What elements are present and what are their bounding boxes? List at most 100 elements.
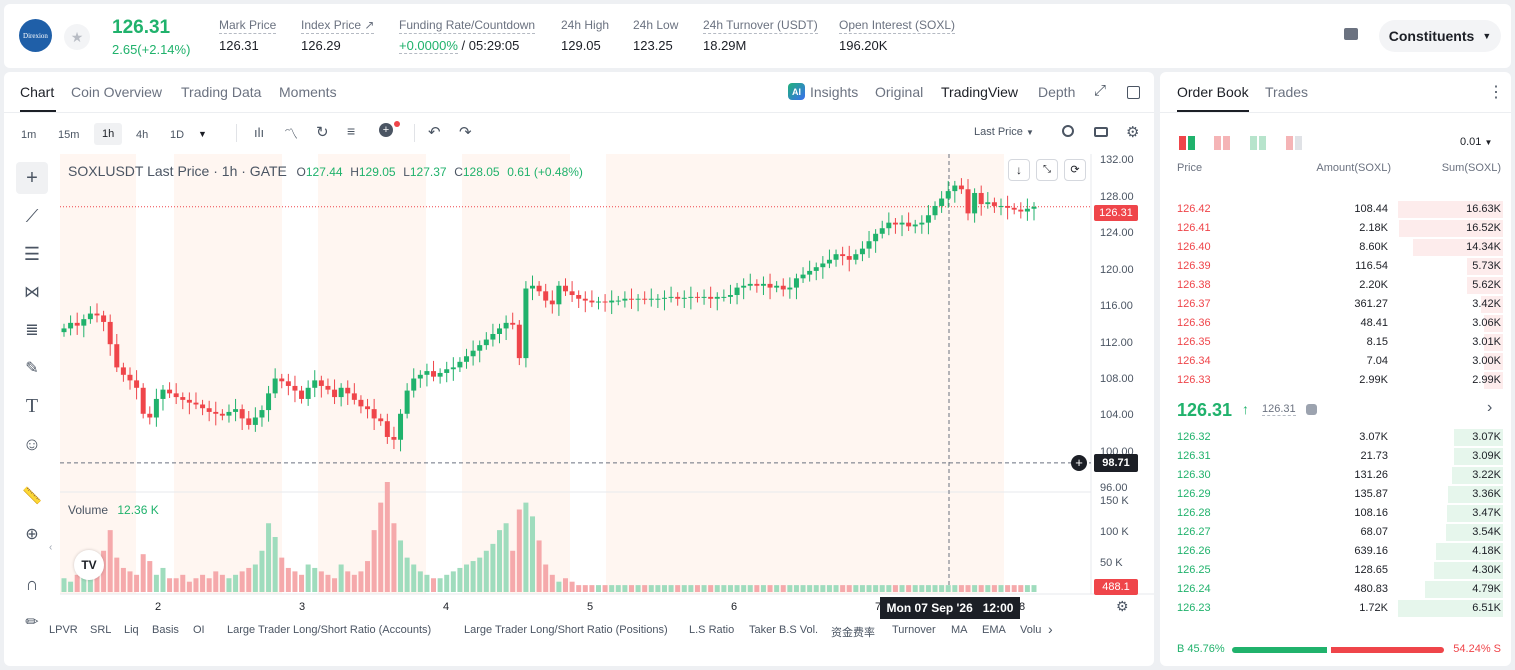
timezone-settings-icon[interactable]: ⚙ (1116, 598, 1129, 614)
indicator-liq[interactable]: Liq (124, 624, 139, 636)
pattern-tool-icon[interactable]: ⋈ (24, 284, 40, 301)
bid-row[interactable]: 126.32 3.07K 3.07K (1160, 428, 1511, 447)
indicator-basis[interactable]: Basis (152, 624, 179, 636)
magnet-tool-icon[interactable]: ∩ (25, 573, 39, 594)
depth-bar (1399, 220, 1503, 237)
candle-body (68, 322, 74, 329)
indicators-next-icon[interactable]: › (1048, 621, 1053, 637)
indicator-lpvr[interactable]: LPVR (49, 624, 78, 636)
interval-caret-icon[interactable]: ▼ (198, 129, 207, 139)
bid-row[interactable]: 126.28 108.16 3.47K (1160, 504, 1511, 523)
reset-view-icon[interactable]: ⟳ (1064, 159, 1086, 181)
ask-row[interactable]: 126.33 2.99K 2.99K (1160, 371, 1511, 390)
tab-order-book[interactable]: Order Book (1177, 84, 1249, 100)
indicator-srl[interactable]: SRL (90, 624, 112, 636)
indicator-turnover[interactable]: Turnover (892, 624, 936, 636)
indicator-ls-ratio[interactable]: L.S Ratio (689, 624, 735, 636)
ask-row[interactable]: 126.35 8.15 3.01K (1160, 333, 1511, 352)
indicator-taker-vol[interactable]: Taker B.S Vol. (749, 624, 819, 636)
interval-1m[interactable]: 1m (21, 129, 37, 141)
tab-trades[interactable]: Trades (1265, 84, 1309, 100)
candle-body (853, 254, 859, 260)
interval-15m[interactable]: 15m (58, 129, 80, 141)
ask-row[interactable]: 126.42 108.44 16.63K (1160, 200, 1511, 219)
text-tool-icon[interactable]: T (25, 394, 39, 417)
mid-price[interactable]: 126.31 (1177, 400, 1233, 420)
view-both-icon[interactable] (1179, 136, 1195, 150)
more-options-icon[interactable]: ⋮ (1488, 84, 1504, 101)
ask-row[interactable]: 126.38 2.20K 5.62K (1160, 276, 1511, 295)
collapse-icon[interactable]: ⤡ (1036, 159, 1058, 181)
ask-row[interactable]: 126.34 7.04 3.00K (1160, 352, 1511, 371)
tab-chart[interactable]: Chart (20, 84, 55, 100)
alert-add-icon[interactable]: + (379, 123, 393, 137)
indicators-icon[interactable]: 〽 (284, 126, 298, 142)
ask-row[interactable]: 126.37 361.27 3.42K (1160, 295, 1511, 314)
indicator-ema[interactable]: EMA (982, 624, 1006, 636)
ask-row[interactable]: 126.41 2.18K 16.52K (1160, 219, 1511, 238)
ruler-tool-icon[interactable]: 📏 (22, 488, 42, 505)
scroll-down-icon[interactable]: ↓ (1008, 159, 1030, 181)
emoji-tool-icon[interactable]: ☺ (22, 433, 42, 454)
fullscreen-icon[interactable]: ⤢ (1094, 82, 1107, 99)
undo-icon[interactable]: ↶ (428, 124, 441, 141)
indicator-ls-positions[interactable]: Large Trader Long/Short Ratio (Positions… (464, 624, 668, 636)
camera-icon[interactable] (1094, 127, 1108, 137)
window-icon[interactable] (1127, 86, 1140, 99)
view-insights[interactable]: Insights (810, 84, 859, 100)
indicator-oi[interactable]: OI (193, 624, 205, 636)
templates-icon[interactable]: ≡ (347, 123, 356, 139)
constituents-button[interactable]: Constituents ▼ (1379, 20, 1501, 52)
tab-moments[interactable]: Moments (279, 84, 337, 100)
search-icon[interactable] (1062, 125, 1074, 137)
tab-trading-data[interactable]: Trading Data (181, 84, 262, 100)
favorite-star-icon[interactable]: ★ (64, 24, 90, 50)
bid-row[interactable]: 126.31 21.73 3.09K (1160, 447, 1511, 466)
pencil-tool-icon[interactable]: ✏ (25, 614, 39, 631)
indicator-ls-accounts[interactable]: Large Trader Long/Short Ratio (Accounts) (227, 624, 432, 636)
indicator-ma[interactable]: MA (951, 624, 968, 636)
candle-type-icon[interactable]: ılı (254, 125, 265, 140)
bid-row[interactable]: 126.29 135.87 3.36K (1160, 485, 1511, 504)
ask-row[interactable]: 126.36 48.41 3.06K (1160, 314, 1511, 333)
bid-row[interactable]: 126.30 131.26 3.22K (1160, 466, 1511, 485)
interval-1d[interactable]: 1D (170, 129, 185, 141)
stat-index-price[interactable]: Index Price ↗ 126.29 (301, 18, 375, 53)
interval-4h[interactable]: 4h (136, 129, 149, 141)
indicator-funding-rate[interactable]: 资金费率 (831, 627, 875, 639)
ai-insights-icon[interactable]: AI (788, 83, 805, 100)
tab-coin-overview[interactable]: Coin Overview (71, 84, 163, 100)
price-chart[interactable] (4, 72, 1154, 666)
view-split-icon[interactable] (1286, 136, 1302, 150)
view-tradingview[interactable]: TradingView (941, 84, 1019, 100)
compare-icon[interactable]: ↻ (316, 124, 329, 141)
bid-row[interactable]: 126.26 639.16 4.18K (1160, 542, 1511, 561)
crosshair-add-icon[interactable]: + (1071, 455, 1087, 471)
trendline-tool-icon[interactable]: ⟋ (25, 205, 39, 226)
view-asks-icon[interactable] (1214, 136, 1230, 150)
zoom-tool-icon[interactable]: ⊕ (25, 526, 39, 543)
brush-tool-icon[interactable]: ✎ (25, 360, 39, 377)
view-bids-icon[interactable] (1250, 136, 1266, 150)
interval-1h[interactable]: 1h (94, 123, 123, 145)
view-depth[interactable]: Depth (1038, 84, 1076, 100)
redo-icon[interactable]: ↷ (459, 124, 472, 141)
book-icon[interactable] (1344, 28, 1358, 40)
collapse-toolbar-icon[interactable]: ‹ (49, 542, 53, 553)
ask-row[interactable]: 126.40 8.60K 14.34K (1160, 238, 1511, 257)
bid-row[interactable]: 126.25 128.65 4.30K (1160, 561, 1511, 580)
indicator-volume[interactable]: Volu (1020, 624, 1042, 636)
view-original[interactable]: Original (875, 84, 924, 100)
ask-row[interactable]: 126.39 116.54 5.73K (1160, 257, 1511, 276)
chevron-right-icon[interactable]: › (1487, 399, 1493, 416)
bid-row[interactable]: 126.23 1.72K 6.51K (1160, 599, 1511, 618)
price-type-select[interactable]: Last Price ▼ (974, 126, 1034, 138)
settings-gear-icon[interactable]: ⚙ (1126, 124, 1140, 141)
bid-row[interactable]: 126.24 480.83 4.79K (1160, 580, 1511, 599)
bid-row[interactable]: 126.27 68.07 3.54K (1160, 523, 1511, 542)
precision-select[interactable]: 0.01 ▼ (1460, 136, 1492, 148)
crosshair-tool-icon[interactable]: + (16, 162, 48, 194)
fib-tool-icon[interactable]: ☰ (23, 243, 41, 264)
prediction-tool-icon[interactable]: ≣ (25, 322, 39, 339)
candle-body (266, 393, 272, 411)
